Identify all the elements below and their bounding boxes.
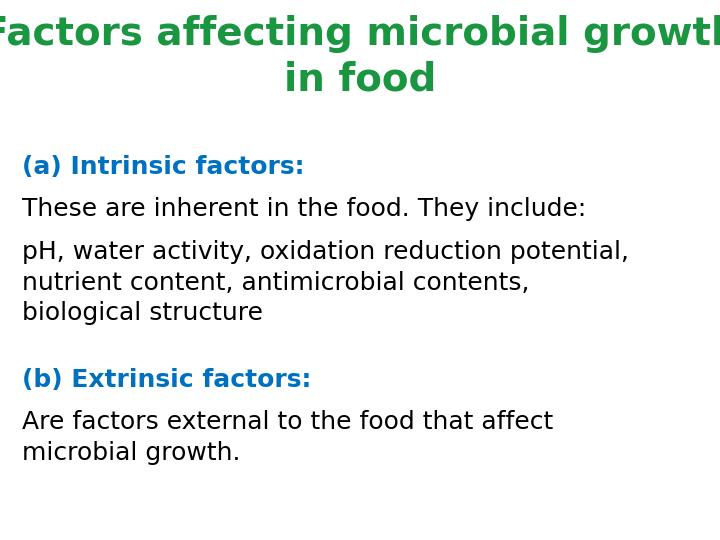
- Text: (b) Extrinsic factors:: (b) Extrinsic factors:: [22, 368, 311, 392]
- Text: Are factors external to the food that affect
microbial growth.: Are factors external to the food that af…: [22, 410, 553, 464]
- Text: These are inherent in the food. They include:: These are inherent in the food. They inc…: [22, 197, 586, 221]
- Text: pH, water activity, oxidation reduction potential,
nutrient content, antimicrobi: pH, water activity, oxidation reduction …: [22, 240, 629, 325]
- Text: (a) Intrinsic factors:: (a) Intrinsic factors:: [22, 155, 305, 179]
- Text: Factors affecting microbial growth
in food: Factors affecting microbial growth in fo…: [0, 15, 720, 98]
